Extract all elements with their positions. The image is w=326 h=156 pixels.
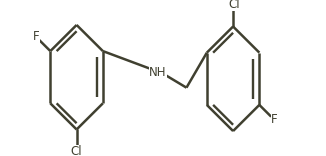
Text: Cl: Cl bbox=[71, 145, 82, 156]
Text: F: F bbox=[271, 113, 277, 126]
Text: F: F bbox=[33, 30, 40, 43]
Text: NH: NH bbox=[149, 66, 167, 79]
Text: Cl: Cl bbox=[228, 0, 240, 11]
